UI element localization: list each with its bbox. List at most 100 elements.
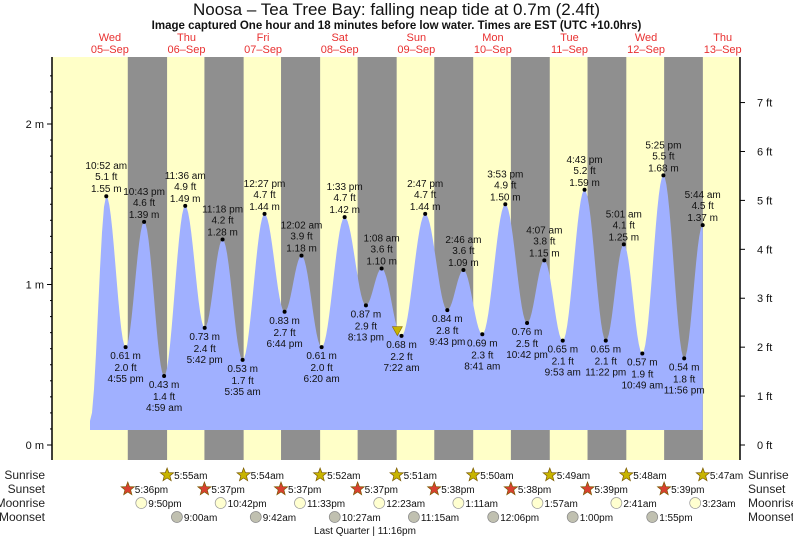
tide-ft-label: 4.2 ft — [211, 216, 233, 227]
tide-time-label: 10:43 pm — [123, 187, 165, 198]
tide-point — [162, 373, 167, 378]
sunset-time: 5:38pm — [518, 485, 551, 496]
tide-time-label: 11:22 pm — [585, 368, 626, 379]
day-name-label: Thu — [713, 32, 732, 44]
tide-point — [525, 321, 530, 326]
tide-time-label: 5:35 am — [225, 387, 261, 398]
tide-m-label: 0.43 m — [149, 380, 180, 391]
tide-m-label: 1.50 m — [490, 192, 521, 203]
tide-ft-label: 2.2 ft — [390, 352, 412, 363]
tide-ft-label: 5.1 ft — [95, 172, 117, 183]
sunset-time: 5:37pm — [365, 485, 398, 496]
tide-point — [542, 258, 547, 263]
moonset-moon-icon — [408, 511, 420, 523]
moonrise-time: 12:23am — [386, 499, 425, 510]
tide-time-label: 2:46 am — [445, 235, 481, 246]
current-level-marker-icon — [391, 326, 403, 337]
tide-time-label: 1:08 am — [364, 233, 400, 244]
tide-ft-label: 2.7 ft — [273, 328, 295, 339]
tide-m-label: 1.18 m — [286, 244, 317, 255]
tide-area — [90, 175, 703, 430]
tide-ft-label: 1.8 ft — [673, 374, 695, 385]
tide-m-label: 1.25 m — [609, 232, 640, 243]
moonset-moon-icon — [487, 511, 500, 523]
day-name-label: Sat — [331, 32, 348, 44]
tide-point — [603, 338, 608, 343]
y-tick-label-ft: 7 ft — [757, 98, 772, 110]
day-name-label: Mon — [482, 32, 503, 44]
moonrise-moon-icon — [214, 497, 227, 509]
chart-subtitle: Image captured One hour and 18 minutes b… — [151, 20, 642, 32]
sunrise-star-icon — [618, 467, 634, 482]
day-date-label: 08–Sep — [321, 44, 359, 56]
moonset-moon-icon — [566, 511, 579, 523]
moonrise-moon-icon — [452, 497, 465, 509]
moonset-time: 9:00am — [184, 513, 217, 524]
day-date-label: 13–Sep — [704, 44, 742, 56]
tide-m-label: 0.65 m — [590, 345, 621, 356]
tide-time-label: 5:42 pm — [187, 355, 223, 366]
moonrise-moon-icon — [689, 497, 702, 509]
tide-m-label: 1.49 m — [170, 194, 201, 205]
tide-m-label: 1.68 m — [648, 163, 679, 174]
tide-m-label: 0.87 m — [351, 309, 382, 320]
tide-point — [202, 325, 207, 330]
moonset-moon-icon — [249, 511, 262, 523]
tide-point — [299, 253, 304, 258]
y-tick-label-ft: 5 ft — [757, 195, 772, 207]
sunrise-row-label: Sunrise — [4, 468, 45, 482]
y-tick-label-ft: 3 ft — [757, 293, 772, 305]
y-tick-label-m: 0 m — [26, 440, 44, 452]
day-name-label: Tue — [560, 32, 579, 44]
tide-time-label: 9:43 pm — [429, 337, 465, 348]
tide-time-label: 4:07 am — [526, 225, 562, 236]
sunset-time: 5:37pm — [211, 485, 244, 496]
tide-ft-label: 4.5 ft — [692, 201, 714, 212]
tide-ft-label: 2.0 ft — [114, 363, 136, 374]
day-date-label: 10–Sep — [474, 44, 512, 56]
tide-point — [503, 202, 508, 207]
tide-time-label: 4:55 pm — [108, 374, 144, 385]
y-tick-label-ft: 0 ft — [757, 440, 772, 452]
moonrise-time: 9:50pm — [148, 499, 181, 510]
sunset-row-label: Sunset — [8, 482, 46, 496]
tide-time-label: 12:02 am — [281, 221, 323, 232]
tide-m-label: 0.61 m — [306, 351, 337, 362]
tide-time-label: 10:52 am — [85, 161, 127, 172]
tide-time-label: 1:33 pm — [327, 182, 363, 193]
moonrise-time: 1:11am — [465, 499, 498, 510]
tide-point — [621, 242, 626, 247]
moonrise-moon-icon — [531, 497, 544, 509]
moonrise-moon-icon — [373, 497, 386, 509]
tide-m-label: 0.65 m — [547, 345, 578, 356]
tide-ft-label: 1.4 ft — [153, 392, 175, 403]
tide-point — [363, 303, 368, 308]
tide-time-label: 11:36 am — [165, 171, 206, 182]
moonrise-time: 11:33pm — [307, 499, 345, 510]
sunset-star-icon — [426, 481, 442, 496]
tide-point — [661, 173, 666, 178]
day-name-label: Fri — [257, 32, 270, 44]
sunrise-star-icon — [465, 467, 481, 482]
y-tick-label-ft: 6 ft — [757, 146, 772, 158]
tide-point — [461, 268, 466, 273]
sunset-star-icon — [120, 481, 136, 496]
sunset-time: 5:39pm — [595, 485, 628, 496]
tide-point — [700, 223, 705, 228]
tide-ft-label: 4.7 ft — [334, 193, 356, 204]
tide-ft-label: 3.8 ft — [533, 236, 555, 247]
moonrise-moon-icon — [135, 497, 148, 509]
tide-point — [240, 357, 245, 362]
moonrise-time: 1:57am — [544, 499, 577, 510]
sunset-star-icon — [196, 481, 213, 496]
tide-m-label: 1.39 m — [129, 210, 160, 221]
tide-time-label: 6:44 pm — [267, 339, 303, 350]
y-tick-label-m: 1 m — [26, 280, 44, 292]
tide-m-label: 1.15 m — [529, 248, 560, 259]
moonrise-time: 2:41am — [623, 499, 656, 510]
sunrise-star-icon — [695, 467, 711, 482]
tide-time-label: 5:44 am — [685, 190, 721, 201]
sunrise-star-icon — [389, 467, 405, 482]
tide-time-label: 4:59 am — [146, 403, 182, 414]
moonset-row-label-right: Moonset — [748, 510, 793, 524]
